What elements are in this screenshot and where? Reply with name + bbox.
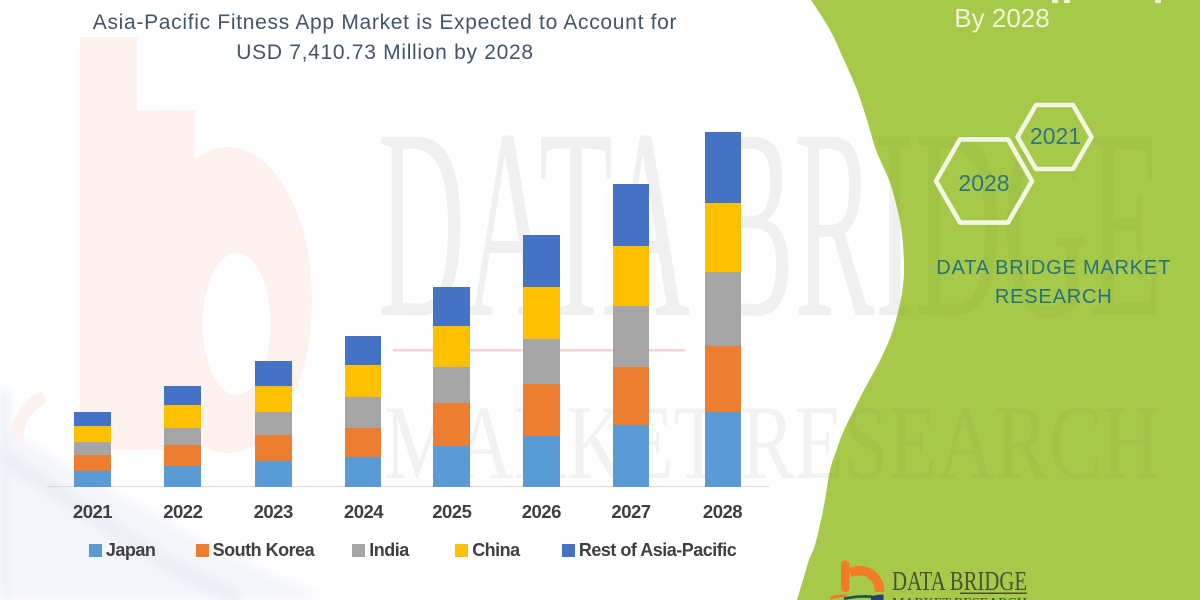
svg-text:MARKET RESEARCH: MARKET RESEARCH — [892, 595, 1027, 600]
svg-text:2028: 2028 — [958, 170, 1009, 196]
svg-text:MARKET RESEARCH: MARKET RESEARCH — [384, 384, 1160, 501]
svg-text:2021: 2021 — [1030, 123, 1081, 149]
svg-text:DATA BRIDGE: DATA BRIDGE — [892, 566, 1027, 596]
